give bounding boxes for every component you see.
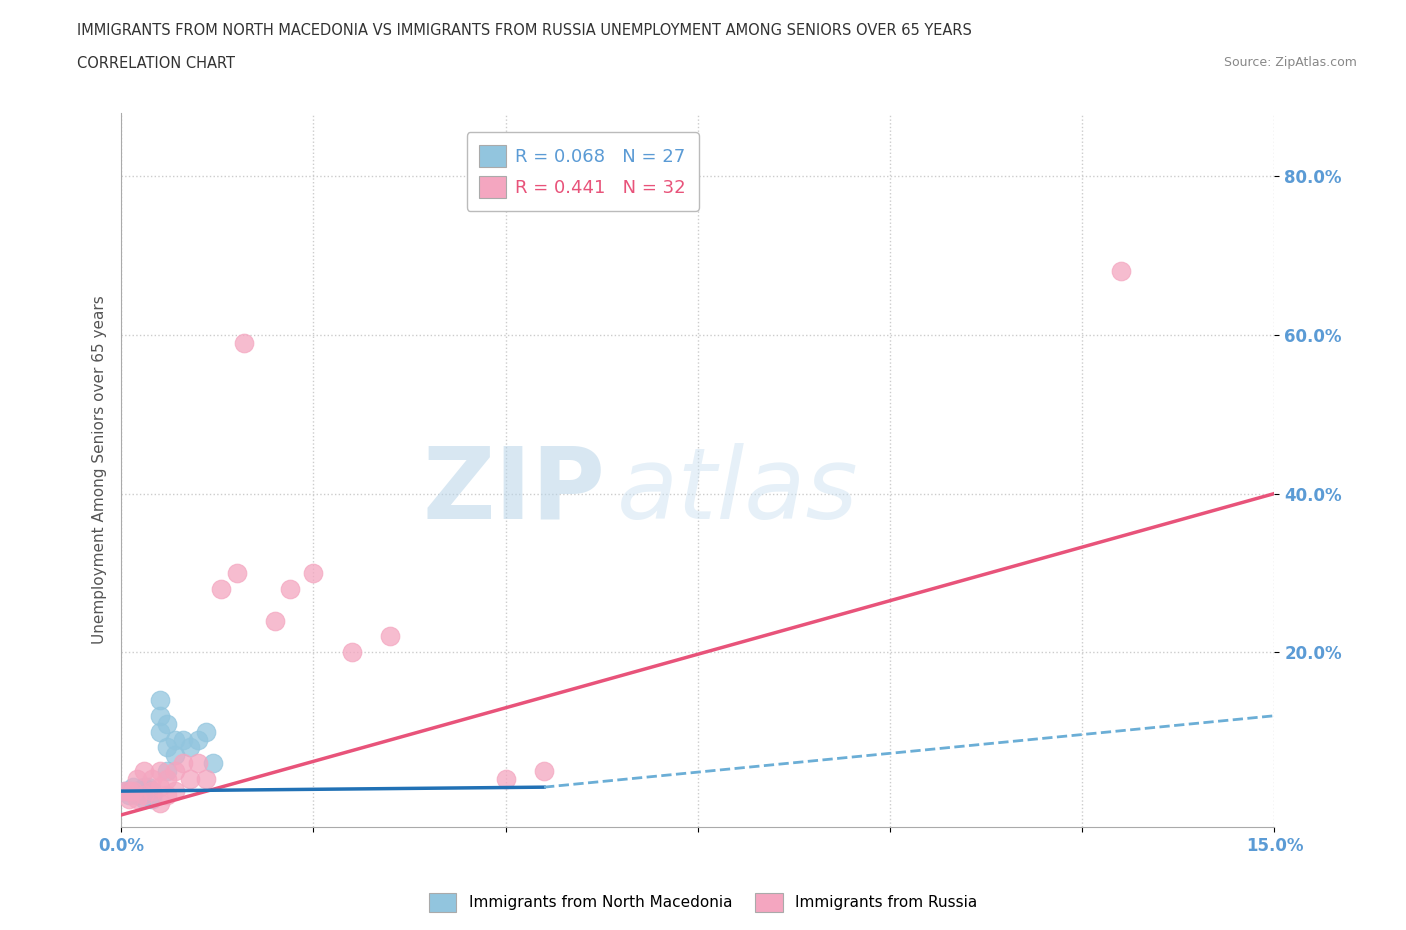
Point xyxy=(163,784,186,799)
Point xyxy=(141,788,163,803)
Point xyxy=(163,732,186,747)
Point xyxy=(141,791,163,806)
Point xyxy=(118,788,141,803)
Point xyxy=(264,613,287,628)
Point xyxy=(149,709,172,724)
Point xyxy=(134,779,156,794)
Point xyxy=(134,784,156,799)
Point xyxy=(136,779,159,794)
Point xyxy=(125,788,148,803)
Y-axis label: Unemployment Among Seniors over 65 years: Unemployment Among Seniors over 65 years xyxy=(93,296,107,644)
Point xyxy=(172,732,194,747)
Point xyxy=(134,791,156,806)
Point xyxy=(163,764,186,778)
Point xyxy=(125,772,148,787)
Text: CORRELATION CHART: CORRELATION CHART xyxy=(77,56,235,71)
Point xyxy=(118,784,141,799)
Point xyxy=(156,788,179,803)
Point xyxy=(156,740,179,755)
Point xyxy=(194,724,217,739)
Legend: R = 0.068   N = 27, R = 0.441   N = 32: R = 0.068 N = 27, R = 0.441 N = 32 xyxy=(467,132,699,211)
Point xyxy=(141,772,163,787)
Point xyxy=(134,764,156,778)
Point xyxy=(149,795,172,810)
Point xyxy=(1109,264,1132,279)
Point xyxy=(125,784,148,799)
Point xyxy=(149,779,172,794)
Point xyxy=(163,748,186,763)
Point xyxy=(156,716,179,731)
Text: ZIP: ZIP xyxy=(423,443,606,539)
Point xyxy=(202,756,225,771)
Point xyxy=(121,779,143,794)
Text: IMMIGRANTS FROM NORTH MACEDONIA VS IMMIGRANTS FROM RUSSIA UNEMPLOYMENT AMONG SEN: IMMIGRANTS FROM NORTH MACEDONIA VS IMMIG… xyxy=(77,23,972,38)
Point xyxy=(340,644,363,659)
Point xyxy=(118,791,141,806)
Point xyxy=(172,756,194,771)
Point xyxy=(121,784,143,799)
Point xyxy=(495,772,517,787)
Text: atlas: atlas xyxy=(617,443,859,539)
Point xyxy=(156,772,179,787)
Point xyxy=(302,565,325,580)
Point xyxy=(149,724,172,739)
Point xyxy=(380,629,402,644)
Point xyxy=(209,581,232,596)
Point xyxy=(233,336,256,351)
Point xyxy=(114,784,136,799)
Point xyxy=(141,784,163,799)
Point xyxy=(179,772,201,787)
Legend: Immigrants from North Macedonia, Immigrants from Russia: Immigrants from North Macedonia, Immigra… xyxy=(423,887,983,918)
Point xyxy=(118,784,141,799)
Point xyxy=(114,784,136,799)
Point xyxy=(225,565,247,580)
Point xyxy=(187,756,209,771)
Point xyxy=(280,581,302,596)
Point xyxy=(179,740,201,755)
Point xyxy=(141,784,163,799)
Point xyxy=(134,788,156,803)
Point xyxy=(149,764,172,778)
Point xyxy=(187,732,209,747)
Point xyxy=(125,791,148,806)
Point xyxy=(149,693,172,708)
Point xyxy=(129,784,152,799)
Point xyxy=(194,772,217,787)
Text: Source: ZipAtlas.com: Source: ZipAtlas.com xyxy=(1223,56,1357,69)
Point xyxy=(533,764,555,778)
Point xyxy=(156,764,179,778)
